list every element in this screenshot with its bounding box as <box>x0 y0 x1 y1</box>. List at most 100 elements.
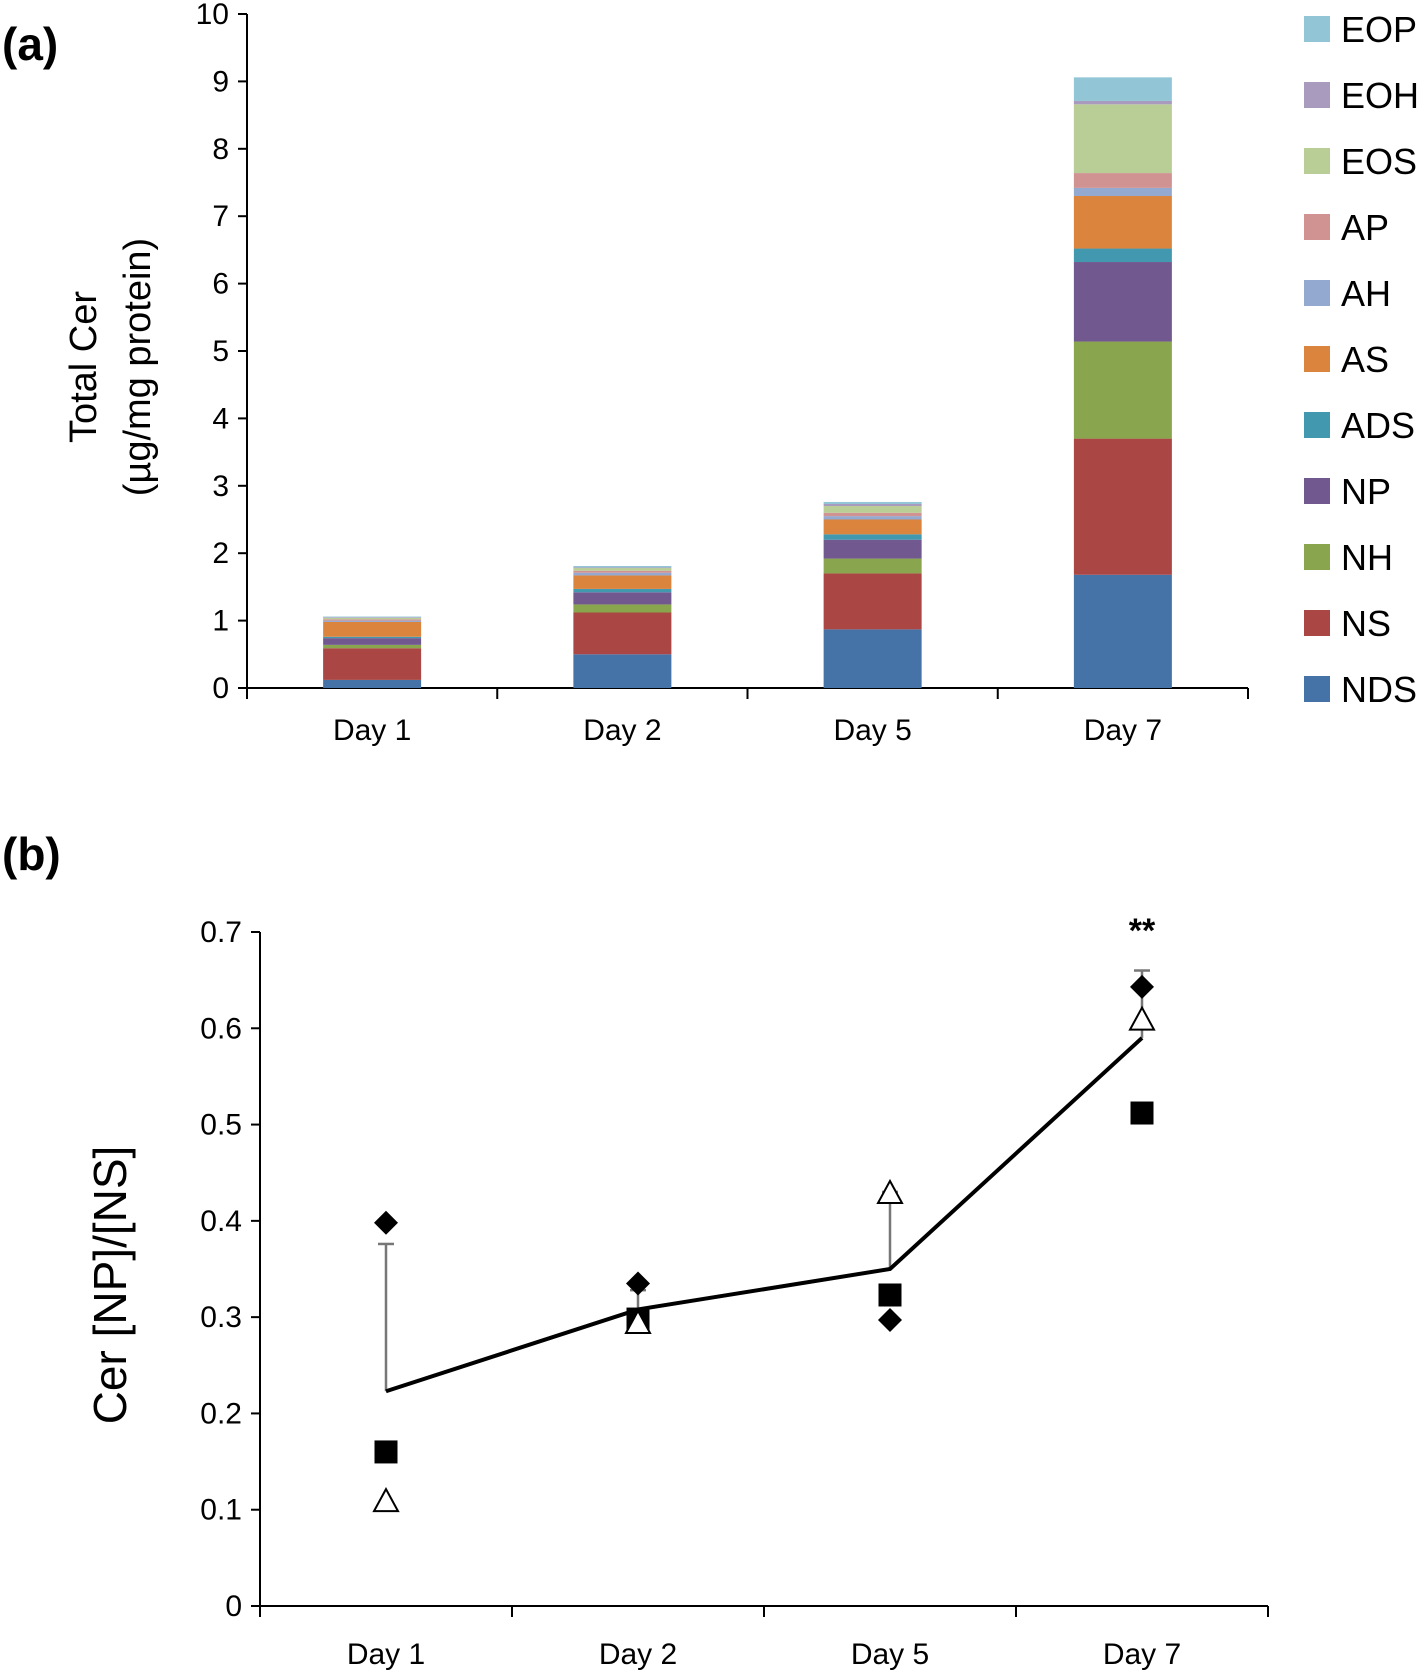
x-tick-label: Day 2 <box>583 714 661 747</box>
bar-segment-eoh <box>323 617 422 618</box>
y-tick-label: 0.6 <box>200 1012 242 1045</box>
y-tick-label: 0.5 <box>200 1109 242 1142</box>
bar-segment-eoh <box>823 503 922 507</box>
bar-segment-ap <box>1073 173 1172 188</box>
y-tick-label: 8 <box>212 133 229 166</box>
bar-segment-nds <box>323 679 422 688</box>
bar-segment-ap <box>573 570 672 573</box>
bar-segment-nh <box>1073 341 1172 439</box>
triangle-marker <box>1128 1005 1156 1031</box>
legend-label-ap: AP <box>1341 207 1389 248</box>
bar-segment-ns <box>1073 438 1172 575</box>
legend-swatch-ah <box>1304 280 1330 306</box>
legend-swatch-eos <box>1304 148 1330 174</box>
bar-segment-eop <box>573 566 672 568</box>
panel-a-label: (a) <box>2 18 58 70</box>
legend-label-eoh: EOH <box>1341 75 1418 116</box>
bar-segment-ads <box>823 534 922 540</box>
panel-b-label: (b) <box>2 828 61 880</box>
y-tick-label: 3 <box>212 470 229 503</box>
y-tick-label: 10 <box>196 0 229 31</box>
y-tick-label: 2 <box>212 537 229 570</box>
diamond-marker <box>1130 974 1154 999</box>
legend-label-nh: NH <box>1341 537 1393 578</box>
y-tick-label: 7 <box>212 200 229 233</box>
y-axis-label: Cer [NP]/[NS] <box>84 1146 136 1425</box>
bar-segment-ns <box>323 648 422 680</box>
bar-segment-ads <box>573 588 672 593</box>
bar-segment-eos <box>823 506 922 513</box>
y-tick-label: 9 <box>212 65 229 98</box>
triangle-marker <box>624 1308 652 1334</box>
x-tick-label: Day 7 <box>1084 714 1162 747</box>
legend-label-nds: NDS <box>1341 669 1417 710</box>
square-marker <box>1130 1101 1154 1125</box>
legend-swatch-nds <box>1304 676 1330 702</box>
legend-label-ads: ADS <box>1341 405 1415 446</box>
bar-segment-ads <box>1073 248 1172 263</box>
legend-swatch-ns <box>1304 610 1330 636</box>
bar-segment-nh <box>573 604 672 613</box>
y-tick-label: 0.7 <box>200 916 242 949</box>
diamond-marker <box>374 1210 398 1235</box>
bar-segment-eop <box>1073 77 1172 101</box>
x-tick-label: Day 7 <box>1103 1638 1181 1671</box>
triangle-marker <box>372 1486 400 1513</box>
significance-annotation: ** <box>1129 912 1156 950</box>
y-tick-label: 4 <box>212 402 229 435</box>
bar-segment-ah <box>323 620 422 622</box>
legend-swatch-ap <box>1304 214 1330 240</box>
bar-segment-nh <box>323 644 422 649</box>
square-marker <box>878 1283 902 1307</box>
bar-segment-np <box>1073 262 1172 342</box>
x-tick-label: Day 1 <box>347 1638 425 1671</box>
y-tick-label: 1 <box>212 605 229 638</box>
bar-segment-eoh <box>573 567 672 569</box>
diamond-marker <box>878 1308 902 1333</box>
y-tick-label: 0.1 <box>200 1494 242 1527</box>
bar-segment-np <box>573 592 672 605</box>
y-tick-label: 0.3 <box>200 1301 242 1334</box>
y-tick-label: 0 <box>212 672 229 705</box>
x-tick-label: Day 2 <box>599 1638 677 1671</box>
y-axis-unit-label: (µg/mg protein) <box>117 238 159 496</box>
bar-segment-as <box>323 621 422 637</box>
y-tick-label: 0 <box>225 1590 242 1623</box>
legend-label-eop: EOP <box>1341 9 1417 50</box>
bar-segment-nds <box>823 629 922 688</box>
bar-segment-as <box>823 519 922 535</box>
legend-label-eos: EOS <box>1341 141 1417 182</box>
bar-segment-eop <box>323 616 422 618</box>
x-tick-label: Day 5 <box>833 714 911 747</box>
bar-segment-ads <box>323 636 422 639</box>
bar-segment-ah <box>1073 187 1172 196</box>
bar-segment-ah <box>823 516 922 520</box>
y-tick-label: 0.4 <box>200 1205 242 1238</box>
x-tick-label: Day 5 <box>851 1638 929 1671</box>
diamond-marker <box>626 1271 650 1296</box>
legend-label-ah: AH <box>1341 273 1391 314</box>
y-tick-label: 5 <box>212 335 229 368</box>
legend-swatch-as <box>1304 346 1330 372</box>
legend-swatch-ads <box>1304 412 1330 438</box>
legend-swatch-np <box>1304 478 1330 504</box>
stacked-bar-chart: Total Cer (µg/mg protein) 0 1 2 3 4 5 6 7 8 9 10 Da… <box>63 0 1418 747</box>
y-tick-label: 0.2 <box>200 1397 242 1430</box>
bar-segment-eop <box>823 501 922 504</box>
legend-swatch-eoh <box>1304 82 1330 108</box>
bar-segment-nh <box>823 558 922 574</box>
bar-segment-eos <box>573 568 672 571</box>
legend-swatch-nh <box>1304 544 1330 570</box>
bar-segment-np <box>823 539 922 559</box>
square-marker <box>374 1440 398 1464</box>
legend-label-ns: NS <box>1341 603 1391 644</box>
mean-line <box>385 1036 1144 1394</box>
bar-segment-as <box>1073 195 1172 249</box>
bar-segment-ns <box>573 612 672 655</box>
bar-segment-np <box>323 638 422 645</box>
ratio-line-chart: Cer [NP]/[NS] 0 0.1 0.2 0.3 0.4 0.5 0.6 0.7 Day … <box>84 912 1269 1671</box>
bar-segment-nds <box>573 654 672 688</box>
bar-segment-eos <box>1073 104 1172 174</box>
bar-segment-as <box>573 575 672 589</box>
